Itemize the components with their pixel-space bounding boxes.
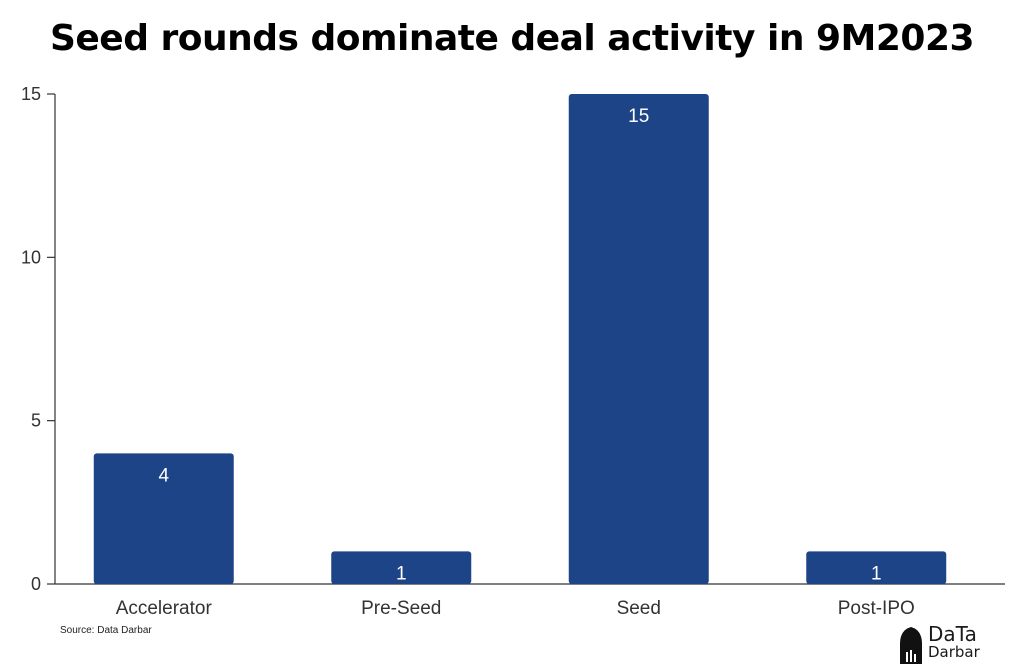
y-tick-label: 5 — [31, 411, 41, 431]
data-darbar-logo: DaTa Darbar — [898, 624, 988, 664]
mosque-dome-icon — [900, 627, 922, 664]
chart-labels: 4 Accelerator 1 Pre-Seed 15 Seed 1 Post-IPO — [116, 106, 915, 619]
y-tick-label: 10 — [21, 247, 41, 267]
logo-text-top: DaTa — [928, 622, 977, 646]
bar — [806, 551, 947, 584]
source-note: Source: Data Darbar — [60, 625, 152, 636]
data-label: 15 — [628, 106, 649, 127]
chart-bars — [93, 94, 947, 584]
data-label: 4 — [158, 465, 169, 486]
x-tick-label: Post-IPO — [838, 598, 915, 619]
data-label: 1 — [396, 563, 407, 584]
chart-title: Seed rounds dominate deal activity in 9M… — [49, 18, 975, 59]
y-tick-label: 0 — [31, 574, 41, 594]
data-label: 1 — [871, 563, 882, 584]
logo-text-bottom: Darbar — [928, 643, 980, 661]
bar — [331, 551, 472, 584]
bar — [93, 453, 234, 584]
x-tick-label: Accelerator — [116, 598, 213, 619]
x-tick-label: Seed — [617, 598, 661, 619]
bar — [568, 94, 709, 584]
y-tick-label: 15 — [21, 84, 41, 104]
x-tick-label: Pre-Seed — [361, 598, 441, 619]
